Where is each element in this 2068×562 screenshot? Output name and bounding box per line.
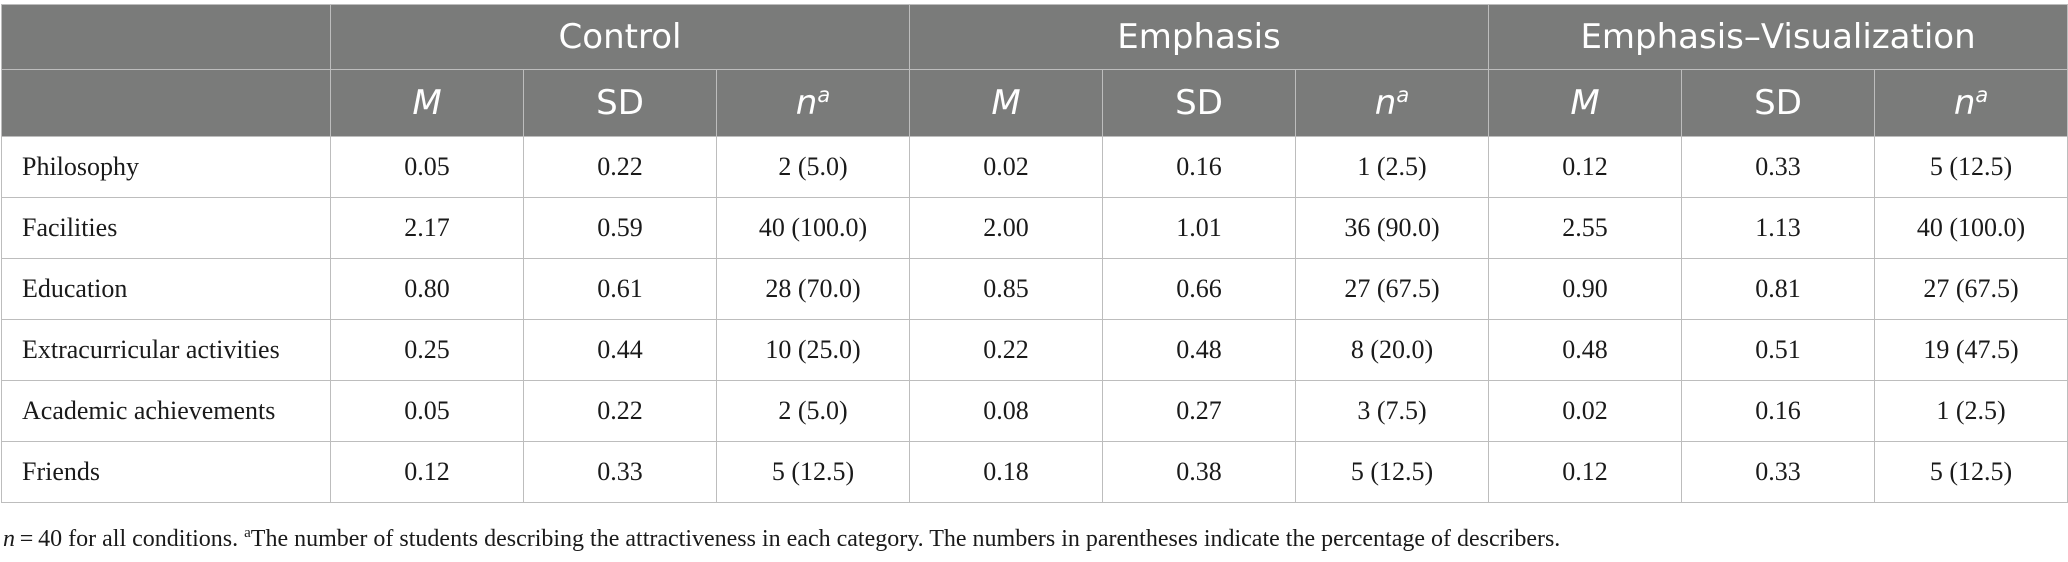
table-cell: 0.18 [909,441,1104,503]
table-cell: 40 (100.0) [715,197,911,259]
table-cell: 0.22 [523,136,717,198]
table-cell: 0.12 [1488,441,1683,503]
table-cell: 0.12 [1488,136,1683,198]
group-header-emphasis: Emphasis [909,4,1490,70]
subheader-n-symbol: n [795,83,818,123]
table-cell: 0.90 [1488,258,1683,320]
subheader-sd-control: SD [523,69,717,137]
table-cell: 2 (5.0) [715,136,911,198]
table-cell: 0.33 [523,441,717,503]
table-cell: 0.16 [1102,136,1297,198]
table-cell: 0.16 [1681,380,1876,442]
table-cell: 0.05 [330,136,524,198]
table-cell: 0.05 [330,380,524,442]
table-cell: 0.81 [1681,258,1876,320]
statistics-table: Control Emphasis Emphasis–Visualization … [1,4,2068,503]
subheader-n-symbol: n [1953,83,1976,123]
subheader-m-emphasis-visualization: M [1488,69,1683,137]
table-row: Friends 0.12 0.33 5 (12.5) 0.18 0.38 5 (12.5) 0… [1,441,2068,503]
table-cell: 0.25 [330,319,524,381]
table-cell: 27 (67.5) [1295,258,1490,320]
table-cell: 0.12 [330,441,524,503]
subheader-row: M SD na M SD na M SD na [1,69,2068,137]
table-row: Facilities 2.17 0.59 40 (100.0) 2.00 1.01 36 (… [1,197,2068,259]
table-row: Philosophy 0.05 0.22 2 (5.0) 0.02 0.16 1 (2.5)… [1,136,2068,198]
table-cell: 0.02 [1488,380,1683,442]
table-cell: 1.01 [1102,197,1297,259]
row-label-header [1,69,331,137]
row-label: Education [1,258,331,320]
table-cell: 2 (5.0) [715,380,911,442]
subheader-sd-emphasis-visualization: SD [1681,69,1876,137]
table-cell: 1 (2.5) [1295,136,1490,198]
table-cell: 0.22 [523,380,717,442]
subheader-sd-emphasis: SD [1102,69,1297,137]
table-header: Control Emphasis Emphasis–Visualization … [1,4,2068,137]
table-cell: 0.80 [330,258,524,320]
subheader-n-superscript: a [817,83,831,107]
table-cell: 0.66 [1102,258,1297,320]
table-container: Control Emphasis Emphasis–Visualization … [1,4,2068,503]
subheader-n-emphasis: na [1295,69,1490,137]
table-cell: 36 (90.0) [1295,197,1490,259]
row-label: Facilities [1,197,331,259]
subheader-n-superscript: a [1396,83,1410,107]
table-cell: 0.61 [523,258,717,320]
table-cell: 2.17 [330,197,524,259]
table-footnote: n = 40 for all conditions. aThe number o… [3,525,1560,553]
table-cell: 0.48 [1102,319,1297,381]
subheader-n-emphasis-visualization: na [1874,69,2068,137]
table-cell: 0.22 [909,319,1104,381]
table-cell: 10 (25.0) [715,319,911,381]
table-body: Philosophy 0.05 0.22 2 (5.0) 0.02 0.16 1 (2.5)… [1,136,2068,503]
table-cell: 5 (12.5) [1874,136,2068,198]
subheader-n-superscript: a [1975,83,1989,107]
table-row: Academic achievements 0.05 0.22 2 (5.0) 0.08… [1,380,2068,442]
table-cell: 5 (12.5) [1295,441,1490,503]
table-cell: 8 (20.0) [1295,319,1490,381]
footnote-text: The number of students describing the at… [250,526,1561,552]
table-row: Education 0.80 0.61 28 (70.0) 0.85 0.66 27 (67… [1,258,2068,320]
group-header-emphasis-visualization: Emphasis–Visualization [1488,4,2068,70]
table-cell: 0.27 [1102,380,1297,442]
table-cell: 2.55 [1488,197,1683,259]
table-cell: 0.33 [1681,441,1876,503]
footnote-n-symbol: n [3,526,15,552]
row-label: Extracurricular activities [1,319,331,381]
table-cell: 2.00 [909,197,1104,259]
subheader-m-control: M [330,69,524,137]
table-row: Extracurricular activities 0.25 0.44 10 (25… [1,319,2068,381]
row-label: Friends [1,441,331,503]
subheader-n-symbol: n [1374,83,1397,123]
table-cell: 1.13 [1681,197,1876,259]
row-label: Philosophy [1,136,331,198]
table-cell: 5 (12.5) [1874,441,2068,503]
table-cell: 0.44 [523,319,717,381]
footnote-sample-size: = 40 for all conditions. [15,526,245,552]
table-cell: 40 (100.0) [1874,197,2068,259]
table-cell: 27 (67.5) [1874,258,2068,320]
table-cell: 3 (7.5) [1295,380,1490,442]
group-header-control: Control [329,4,911,70]
subheader-m-emphasis: M [909,69,1104,137]
table-cell: 1 (2.5) [1874,380,2068,442]
table-cell: 0.59 [523,197,717,259]
group-header-row: Control Emphasis Emphasis–Visualization [1,4,2068,70]
table-cell: 28 (70.0) [715,258,911,320]
row-label: Academic achievements [1,380,331,442]
corner-cell [1,4,331,70]
table-cell: 0.48 [1488,319,1683,381]
table-cell: 0.85 [909,258,1104,320]
table-cell: 0.33 [1681,136,1876,198]
table-cell: 5 (12.5) [715,441,911,503]
table-cell: 0.08 [909,380,1104,442]
footnote-marker: a [244,525,251,541]
table-cell: 0.38 [1102,441,1297,503]
table-cell: 0.02 [909,136,1104,198]
subheader-n-control: na [715,69,911,137]
table-cell: 19 (47.5) [1874,319,2068,381]
table-cell: 0.51 [1681,319,1876,381]
